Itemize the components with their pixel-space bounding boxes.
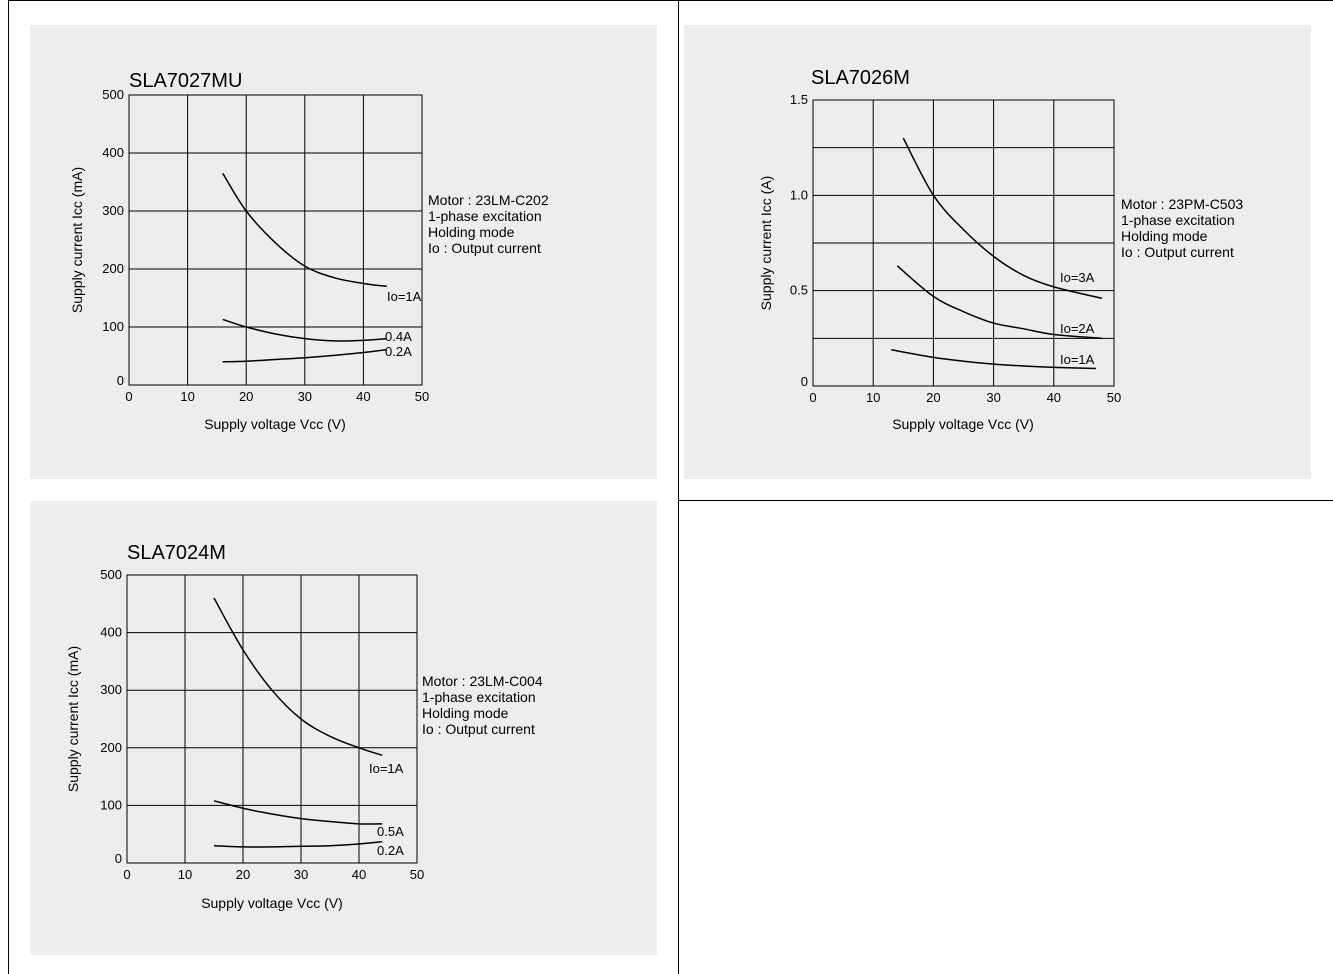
plot-frame (126, 574, 418, 864)
y-axis-label: Supply current Icc (mA) (69, 167, 85, 313)
y-tick-label: 400 (100, 625, 122, 640)
motor-note: 1-phase excitation (422, 689, 536, 705)
y-tick-label: 500 (100, 567, 122, 582)
x-tick-label: 50 (410, 867, 424, 882)
y-tick-label: 0 (117, 373, 124, 388)
motor-note: Motor : 23PM-C503 (1121, 196, 1243, 212)
series-line (213, 800, 383, 825)
x-tick-label: 40 (356, 389, 370, 404)
series-label: 0.5A (377, 824, 404, 839)
x-tick-label: 20 (239, 389, 253, 404)
x-tick-label: 0 (123, 867, 130, 882)
x-tick-label: 0 (125, 389, 132, 404)
x-axis-label: Supply voltage Vcc (V) (201, 895, 343, 911)
frame-top-rule (8, 0, 1333, 1)
series-label: Io=3A (1060, 270, 1095, 285)
chart-panel-sla7024m: 0 10 20 30 40 50 0 100 200 300 400 500 SLA7024M Suppl… (30, 501, 657, 955)
x-tick-label: 20 (926, 390, 940, 405)
series-label: Io=1A (369, 761, 404, 776)
y-tick-label: 200 (102, 261, 124, 276)
y-tick-label: 1.5 (790, 92, 808, 107)
x-tick-label: 10 (180, 389, 194, 404)
y-axis-label: Supply current Icc (A) (758, 176, 774, 311)
y-axis-label: Supply current Icc (mA) (65, 646, 81, 792)
x-tick-label: 10 (866, 390, 880, 405)
motor-note: Motor : 23LM-C004 (422, 673, 543, 689)
x-tick-label: 40 (352, 867, 366, 882)
y-tick-label: 200 (100, 740, 122, 755)
x-tick-label: 30 (294, 867, 308, 882)
x-tick-label: 30 (986, 390, 1000, 405)
series-line (222, 318, 387, 342)
motor-note: 1-phase excitation (428, 208, 542, 224)
motor-note: Holding mode (428, 224, 515, 240)
motor-note: 1-phase excitation (1121, 212, 1235, 228)
motor-note: Io : Output current (428, 240, 541, 256)
y-tick-label: 300 (102, 203, 124, 218)
series-line (222, 348, 387, 363)
frame-center-rule (678, 0, 679, 974)
plot-frame (812, 99, 1115, 387)
motor-note: Io : Output current (422, 721, 535, 737)
y-tick-label: 500 (102, 87, 124, 102)
x-tick-label: 10 (178, 867, 192, 882)
y-tick-label: 1.0 (790, 187, 808, 202)
chart-panel-sla7026m: 0 10 20 30 40 50 0 0.5 1.0 1.5 SLA7026M Supply volt… (684, 25, 1311, 479)
chart-sla7024m: 0 10 20 30 40 500100200300400500SLA7024MSuppl… (65, 542, 543, 911)
motor-note: Holding mode (1121, 228, 1208, 244)
y-tick-label: 100 (100, 797, 122, 812)
plot-frame (128, 94, 423, 386)
x-axis-label: Supply voltage Vcc (V) (892, 416, 1034, 432)
x-axis-label: Supply voltage Vcc (V) (204, 416, 346, 432)
x-tick-label: 20 (236, 867, 250, 882)
series-line (902, 137, 1103, 300)
chart-title: SLA7026M (811, 67, 910, 89)
y-tick-label: 100 (102, 319, 124, 334)
y-tick-label: 0.5 (790, 283, 808, 298)
series-line (213, 840, 383, 848)
motor-note: Io : Output current (1121, 244, 1234, 260)
motor-note: Holding mode (422, 705, 509, 721)
x-tick-label: 50 (415, 389, 429, 404)
chart-panel-sla7027mu: 0 10 20 30 40 50 0 100 200 300 400 500 SLA7027MU Supp… (30, 25, 657, 479)
motor-note: Motor : 23LM-C202 (428, 192, 549, 208)
x-tick-label: 50 (1107, 390, 1121, 405)
x-tick-label: 40 (1047, 390, 1061, 405)
x-tick-label: 30 (298, 389, 312, 404)
y-tick-label: 0 (801, 374, 808, 389)
series-label: Io=1A (1060, 352, 1095, 367)
series-label: Io=2A (1060, 321, 1095, 336)
series-line (222, 172, 387, 288)
y-tick-label: 300 (100, 682, 122, 697)
chart-sla7027mu: 0 10 20 30 40 500100200300400500SLA7027MUSupp… (69, 70, 549, 432)
series-line (213, 597, 383, 757)
y-tick-label: 0 (115, 851, 122, 866)
x-tick-label: 0 (809, 390, 816, 405)
y-tick-label: 400 (102, 145, 124, 160)
frame-left-rule (8, 0, 9, 974)
series-label: 0.2A (385, 344, 412, 359)
series-line (896, 265, 1103, 340)
series-label: Io=1A (387, 289, 422, 304)
series-line (891, 349, 1096, 370)
chart-title: SLA7027MU (129, 70, 242, 92)
chart-title: SLA7024M (127, 542, 226, 564)
series-label: 0.4A (385, 329, 412, 344)
series-label: 0.2A (377, 843, 404, 858)
frame-right-divider (678, 500, 1333, 501)
